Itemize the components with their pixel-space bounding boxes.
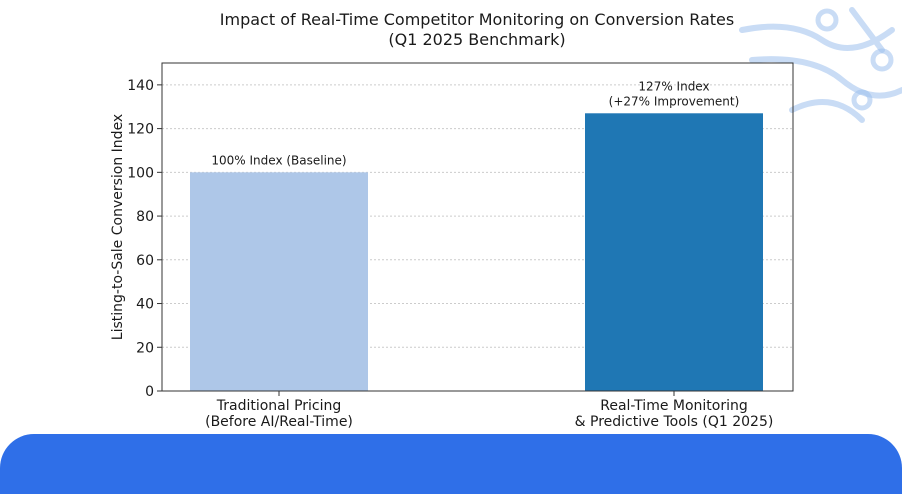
y-axis-label: Listing-to-Sale Conversion Index bbox=[110, 114, 126, 340]
x-tick-label: (Before AI/Real-Time) bbox=[205, 414, 353, 430]
y-tick-label: 0 bbox=[145, 384, 154, 400]
y-tick-label: 40 bbox=[136, 297, 154, 313]
y-tick-label: 80 bbox=[136, 209, 154, 225]
y-tick-label: 60 bbox=[136, 253, 154, 269]
bar-chart: Impact of Real-Time Competitor Monitorin… bbox=[110, 10, 794, 430]
y-tick-label: 140 bbox=[127, 78, 154, 94]
page: Impact of Real-Time Competitor Monitorin… bbox=[0, 7, 902, 494]
x-tick-label: & Predictive Tools (Q1 2025) bbox=[575, 414, 774, 430]
data-labels: 100% Index (Baseline) 127% Index(+27% Imp… bbox=[211, 79, 739, 167]
y-axis-ticks: 0 20 40 60 80 100 120 140 bbox=[127, 78, 162, 400]
y-tick-label: 100 bbox=[127, 165, 154, 181]
bar-data-label: 127% Index bbox=[638, 79, 709, 93]
circuit-decoration-icon bbox=[739, 7, 902, 123]
x-tick-label: Traditional Pricing bbox=[216, 398, 342, 414]
chart-title-line-2: (Q1 2025 Benchmark) bbox=[388, 30, 565, 49]
y-tick-label: 120 bbox=[127, 122, 154, 138]
bottom-banner bbox=[0, 434, 902, 494]
bar bbox=[190, 172, 368, 391]
bar-data-label: (+27% Improvement) bbox=[609, 94, 740, 108]
plot-frame bbox=[161, 62, 794, 392]
bar bbox=[585, 113, 763, 391]
x-axis-ticks: Traditional Pricing(Before AI/Real-Time)… bbox=[205, 391, 773, 430]
y-tick-label: 20 bbox=[136, 340, 154, 356]
bar-data-label: 100% Index (Baseline) bbox=[211, 153, 346, 167]
bars bbox=[190, 113, 763, 391]
chart-title-line-1: Impact of Real-Time Competitor Monitorin… bbox=[220, 10, 734, 29]
x-tick-label: Real-Time Monitoring bbox=[600, 398, 748, 414]
